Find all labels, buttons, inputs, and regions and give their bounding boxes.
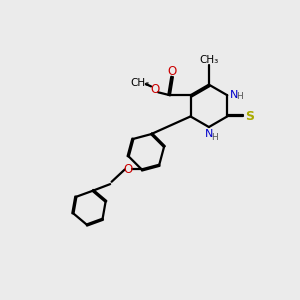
Text: H: H	[211, 133, 217, 142]
Text: N: N	[205, 128, 213, 139]
Text: H: H	[236, 92, 243, 101]
Text: CH₃: CH₃	[199, 55, 218, 65]
Text: CH₃: CH₃	[131, 78, 150, 88]
Text: O: O	[168, 64, 177, 78]
Text: O: O	[124, 163, 133, 176]
Text: S: S	[245, 110, 254, 123]
Text: O: O	[150, 83, 159, 96]
Text: N: N	[230, 90, 238, 100]
